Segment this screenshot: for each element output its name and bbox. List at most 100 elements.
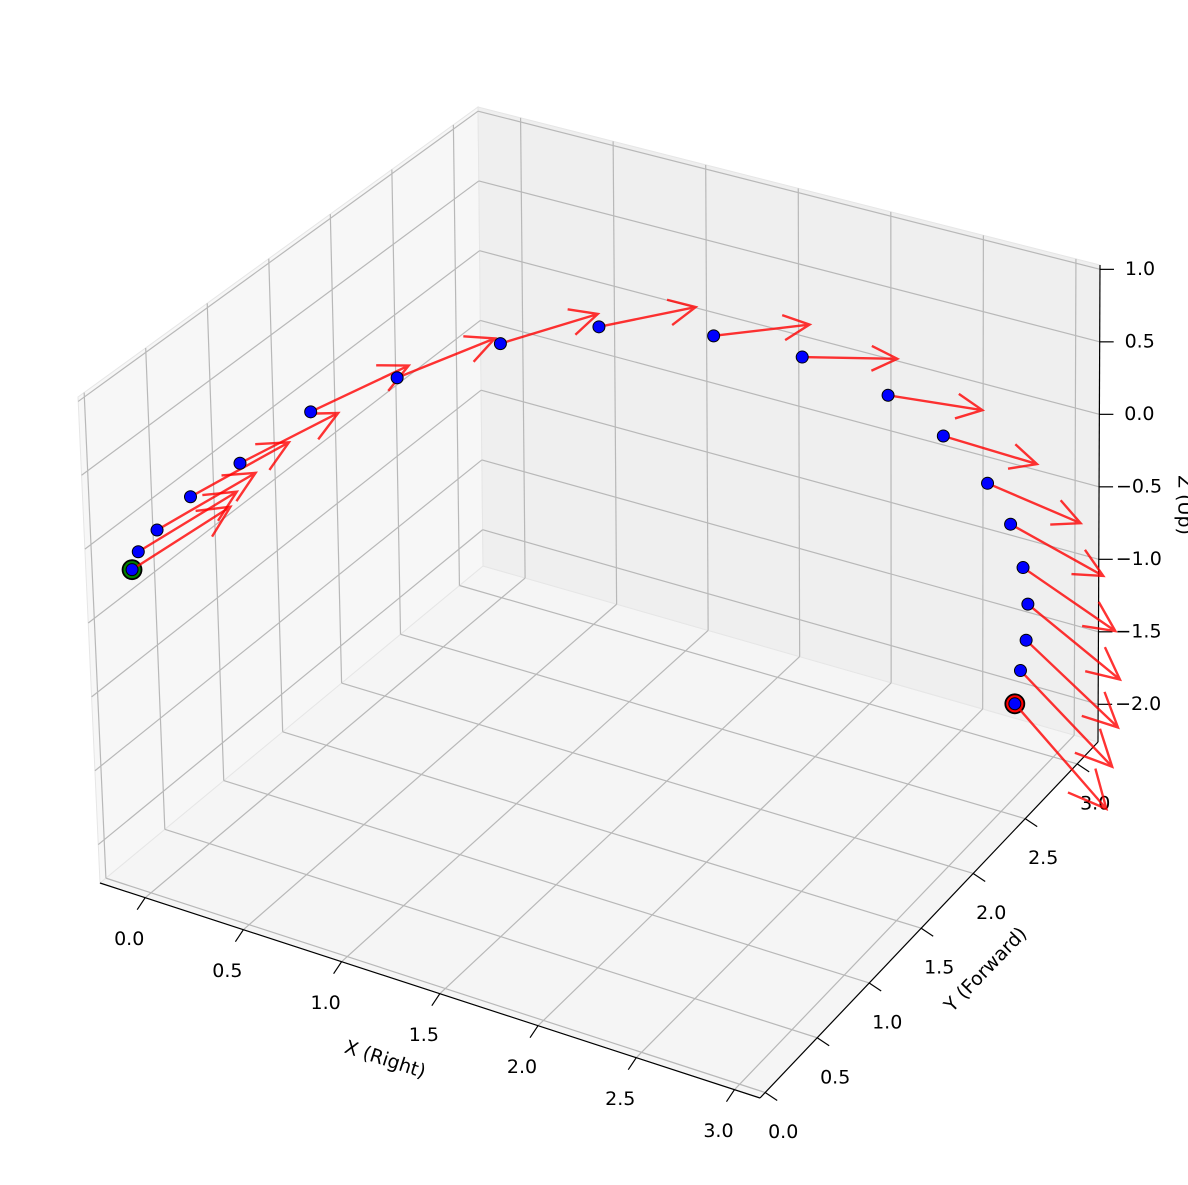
x-tick-mark: [234, 929, 244, 943]
grid-line: [81, 180, 480, 476]
x-tick-mark: [333, 961, 343, 975]
y-axis-line: [759, 741, 1099, 1099]
grid-line: [481, 459, 1099, 633]
grid-line: [480, 389, 1099, 560]
point: [233, 456, 247, 470]
arrow: [1019, 669, 1115, 769]
y-tick-mark: [1024, 818, 1038, 828]
x-tick-label: 2.0: [507, 1056, 537, 1078]
grid-line: [635, 708, 984, 1059]
z-axis-label: Z (Up): [1174, 475, 1188, 535]
grid-line: [341, 629, 709, 963]
arrow: [598, 298, 699, 328]
panes: [77, 106, 1101, 1099]
arrow: [713, 313, 813, 342]
arrow: [1025, 639, 1120, 730]
x-tick-mark: [136, 897, 146, 911]
z-tick-label: −1.5: [1115, 620, 1161, 642]
grid-line: [537, 682, 892, 1027]
y-tick-label: 1.0: [872, 1011, 902, 1033]
z-tick-label: −0.5: [1116, 475, 1162, 497]
point: [1021, 597, 1035, 611]
arrow: [802, 344, 901, 372]
grid-line: [982, 235, 984, 710]
arrow: [396, 335, 498, 379]
point: [1008, 697, 1022, 711]
point: [1019, 633, 1033, 647]
point: [1016, 561, 1030, 575]
grid-line: [223, 780, 870, 984]
grid-line: [144, 577, 526, 899]
arrow: [1027, 603, 1123, 682]
z-tick-label: −1.0: [1116, 548, 1162, 570]
grid-line: [479, 250, 1100, 415]
point: [592, 320, 606, 334]
grid-line: [391, 169, 402, 635]
point: [304, 405, 318, 419]
x-tick-mark: [627, 1057, 637, 1071]
grid-line: [268, 258, 284, 732]
point: [184, 490, 198, 504]
grid-line: [612, 141, 618, 605]
x-axis-line: [99, 882, 761, 1099]
y-tick-label: 2.0: [976, 902, 1006, 924]
x-tick-label: 3.0: [703, 1120, 733, 1142]
z-tick-label: 0.0: [1124, 403, 1154, 425]
grid-line: [1073, 258, 1077, 736]
arrow: [942, 434, 1040, 470]
z-tick-label: −2.0: [1115, 693, 1161, 715]
point: [390, 371, 404, 385]
y-tick-mark: [972, 872, 986, 882]
grid-line: [341, 682, 974, 875]
grid-line: [439, 656, 801, 995]
y-tick-mark: [920, 927, 934, 937]
y-tick-mark: [1076, 763, 1090, 773]
grid-line: [519, 117, 526, 579]
grid-line: [145, 347, 166, 830]
x-tick-label: 0.5: [212, 960, 242, 982]
x-tick-mark: [725, 1089, 735, 1103]
grid-line: [329, 214, 343, 684]
y-tick-mark: [764, 1092, 778, 1102]
arrow: [500, 308, 601, 345]
grid-line: [282, 731, 922, 929]
point: [981, 476, 995, 490]
arrow: [1010, 523, 1106, 578]
x-tick-label: 1.5: [409, 1024, 439, 1046]
grid-line: [105, 877, 766, 1094]
grid-line: [705, 164, 709, 631]
grid-line: [97, 529, 483, 846]
arrow: [1013, 703, 1109, 811]
point: [493, 337, 507, 351]
point: [131, 545, 145, 559]
z-tick-label: 0.5: [1125, 330, 1155, 352]
grid-line: [84, 250, 480, 550]
point: [1013, 664, 1027, 678]
point: [707, 329, 721, 343]
y-tick-mark: [816, 1037, 830, 1047]
marks: [121, 298, 1123, 811]
x-tick-label: 2.5: [605, 1088, 635, 1110]
arrow: [1022, 566, 1118, 633]
grid-line: [242, 603, 618, 931]
grid-line: [452, 124, 461, 586]
grid-line: [91, 389, 482, 698]
z-tick-label: 1.0: [1125, 258, 1155, 280]
grid-line: [797, 188, 801, 657]
x-tick-mark: [431, 993, 441, 1007]
x-tick-label: 0.0: [114, 928, 144, 950]
point: [150, 523, 164, 537]
point: [795, 350, 809, 364]
arrow: [987, 482, 1084, 526]
point: [881, 388, 895, 402]
point: [1004, 517, 1018, 531]
grid-line: [734, 734, 1075, 1091]
grid-line: [459, 584, 1078, 765]
point: [125, 563, 139, 577]
x-tick-label: 1.0: [310, 992, 340, 1014]
y-tick-label: 0.0: [768, 1121, 798, 1143]
grid-line: [206, 303, 225, 781]
y-tick-label: 2.5: [1028, 847, 1058, 869]
point: [936, 429, 950, 443]
